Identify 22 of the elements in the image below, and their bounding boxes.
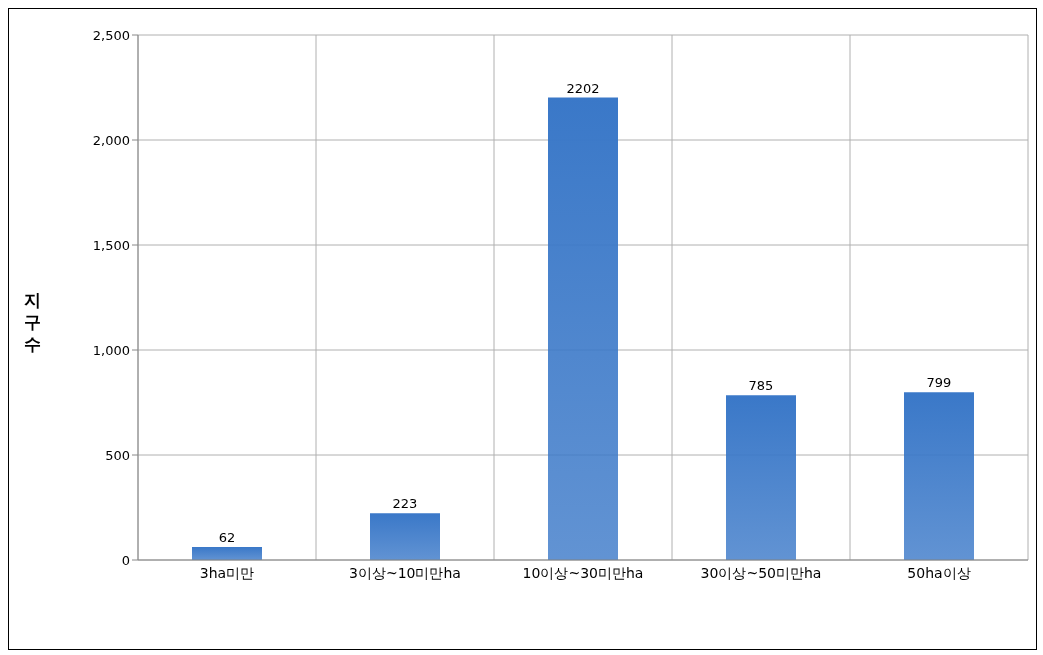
y-tick-label: 500 (105, 447, 130, 463)
data-label: 62 (218, 529, 236, 545)
y-tick-label: 2,500 (92, 27, 130, 43)
y-tick-label: 0 (121, 552, 130, 568)
x-tick-label: 3이상~10미만ha (349, 564, 461, 581)
x-tick-label: 10이상~30미만ha (522, 564, 644, 581)
data-label: 799 (926, 375, 952, 391)
bar (370, 513, 440, 560)
bar (726, 395, 796, 560)
data-label: 785 (748, 378, 774, 394)
x-tick-label: 50ha이상 (907, 564, 971, 581)
bar (904, 392, 974, 560)
x-tick-label: 3ha미만 (199, 564, 255, 581)
bar (548, 97, 618, 560)
data-label: 223 (392, 496, 418, 512)
y-tick-label: 2,000 (92, 132, 130, 148)
y-tick-label: 1,500 (92, 237, 130, 253)
y-axis-title: 지구수 (23, 289, 42, 356)
data-label: 2202 (566, 80, 600, 96)
x-tick-label: 30이상~50미만ha (700, 564, 822, 581)
y-tick-label: 1,000 (92, 342, 130, 358)
bar (192, 546, 262, 560)
